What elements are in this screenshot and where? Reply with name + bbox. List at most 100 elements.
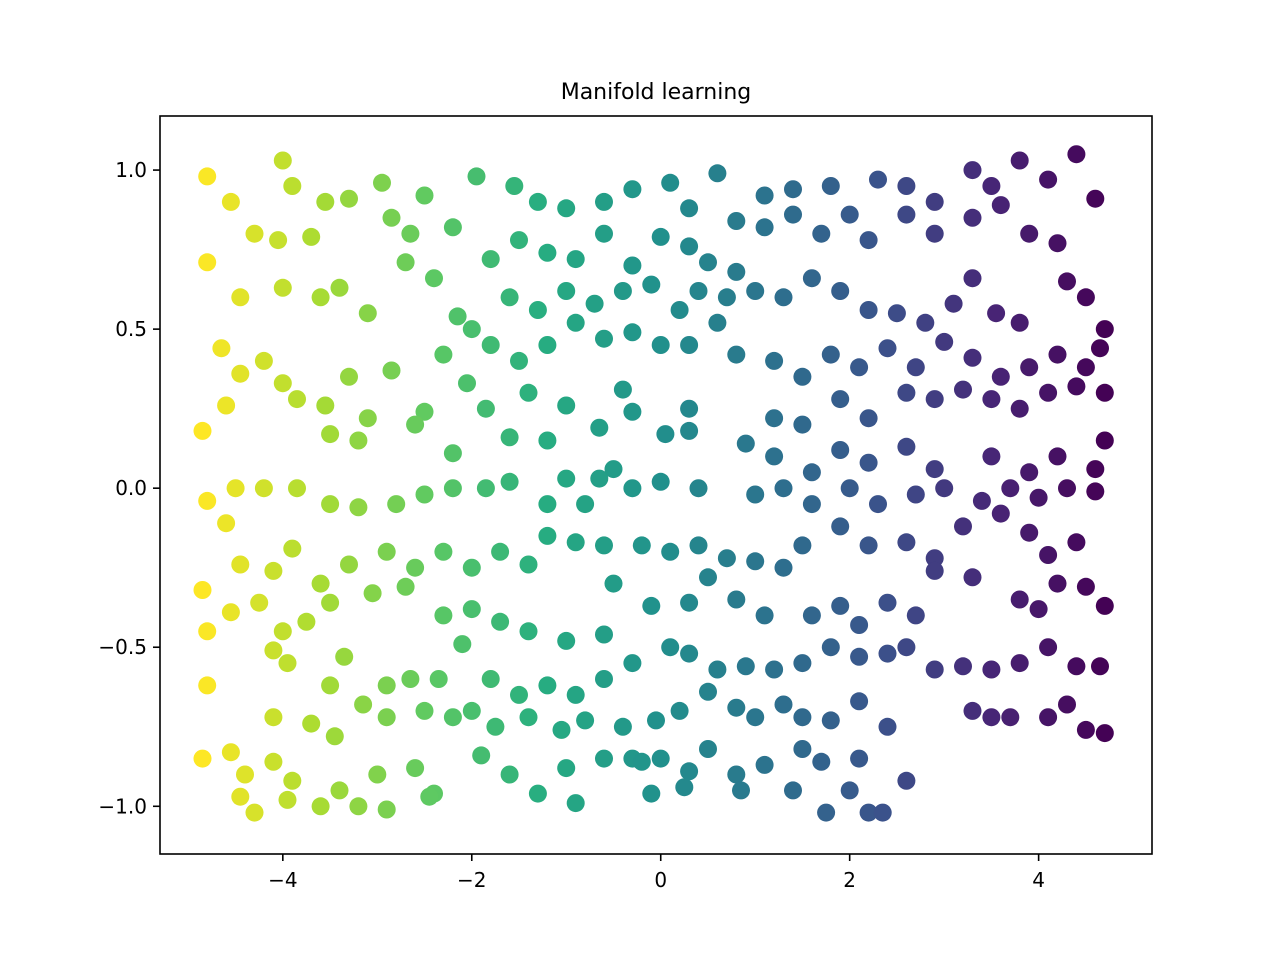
scatter-point — [623, 654, 642, 673]
x-tick-label: 2 — [843, 868, 856, 892]
y-tick-label: 0.5 — [115, 317, 147, 341]
scatter-point — [595, 670, 613, 688]
scatter-point — [1086, 189, 1105, 208]
scatter-point — [613, 380, 632, 399]
scatter-point — [321, 495, 340, 514]
scatter-point — [1020, 463, 1039, 482]
scatter-point — [656, 425, 675, 444]
scatter-point — [236, 765, 254, 784]
scatter-point — [396, 253, 415, 272]
scatter-point — [491, 542, 510, 561]
scatter-point — [802, 463, 821, 482]
scatter-point — [1001, 479, 1020, 498]
scatter-point — [651, 749, 670, 768]
scatter-point — [401, 670, 420, 688]
scatter-point — [954, 657, 972, 676]
scatter-point — [982, 660, 1001, 679]
scatter-point — [406, 415, 425, 434]
scatter-point — [595, 536, 613, 555]
scatter-point — [425, 269, 443, 288]
scatter-point — [193, 749, 212, 768]
scatter-point — [708, 660, 727, 679]
scatter-point — [732, 781, 750, 800]
scatter-point — [755, 606, 774, 625]
scatter-point — [254, 479, 273, 498]
scatter-point — [566, 533, 585, 552]
scatter-point — [505, 177, 524, 195]
scatter-point — [604, 460, 623, 479]
scatter-point — [500, 765, 519, 784]
scatter-point — [727, 698, 746, 717]
scatter-point — [699, 253, 717, 272]
scatter-point — [415, 186, 434, 205]
scatter-point — [566, 685, 585, 704]
scatter-point — [1048, 345, 1067, 364]
scatter-point — [283, 771, 302, 790]
scatter-point — [850, 647, 869, 666]
x-tick-label: 0 — [654, 868, 667, 892]
scatter-point — [954, 380, 972, 399]
scatter-point — [859, 803, 878, 822]
scatter-point — [1010, 399, 1029, 418]
scatter-point — [467, 167, 486, 186]
scatter-point — [935, 332, 954, 351]
scatter-point — [699, 682, 717, 701]
scatter-point — [519, 622, 538, 641]
scatter-point — [774, 558, 793, 577]
x-tick-label: −2 — [457, 868, 486, 892]
scatter-point — [1086, 460, 1105, 479]
scatter-point — [297, 612, 316, 631]
scatter-point — [831, 390, 850, 409]
scatter-point — [1067, 145, 1086, 164]
scatter-point — [623, 479, 642, 498]
scatter-point — [330, 278, 349, 297]
scatter-point — [538, 676, 557, 695]
scatter-point — [897, 205, 916, 224]
scatter-point — [906, 358, 925, 377]
scatter-point — [316, 192, 335, 211]
scatter-point — [963, 701, 982, 720]
scatter-point — [443, 218, 462, 237]
scatter-point — [859, 536, 878, 555]
scatter-point — [349, 797, 368, 816]
scatter-point — [1029, 488, 1048, 507]
scatter-point — [198, 167, 217, 186]
scatter-point — [784, 180, 802, 199]
scatter-point — [585, 294, 604, 313]
scatter-point — [552, 720, 571, 739]
scatter-point — [1010, 313, 1029, 332]
scatter-point — [1048, 447, 1067, 466]
scatter-point — [963, 348, 982, 367]
scatter-point — [458, 374, 476, 393]
scatter-point — [897, 383, 916, 402]
scatter-point — [415, 701, 434, 720]
scatter-point — [755, 755, 774, 774]
scatter-point — [288, 479, 306, 498]
scatter-point — [925, 549, 944, 568]
scatter-point — [708, 164, 727, 183]
scatter-point — [661, 173, 680, 192]
scatter-point — [481, 336, 500, 354]
scatter-point — [736, 657, 755, 676]
scatter-point — [887, 304, 906, 323]
scatter-point — [623, 402, 642, 421]
scatter-point — [226, 479, 245, 498]
scatter-point — [566, 250, 585, 269]
x-tick-label: −4 — [268, 868, 297, 892]
scatter-point — [264, 708, 283, 727]
scatter-point — [765, 409, 784, 428]
scatter-point — [680, 762, 699, 781]
scatter-point — [349, 431, 368, 450]
scatter-point — [528, 301, 547, 319]
scatter-point — [595, 192, 613, 211]
scatter-point — [850, 749, 869, 768]
scatter-point — [925, 460, 944, 479]
scatter-point — [401, 224, 420, 243]
scatter-point — [793, 367, 812, 386]
scatter-point — [557, 631, 576, 650]
scatter-point — [1010, 654, 1029, 673]
scatter-point — [812, 224, 831, 243]
scatter-point — [443, 479, 462, 498]
scatter-point — [878, 593, 897, 612]
